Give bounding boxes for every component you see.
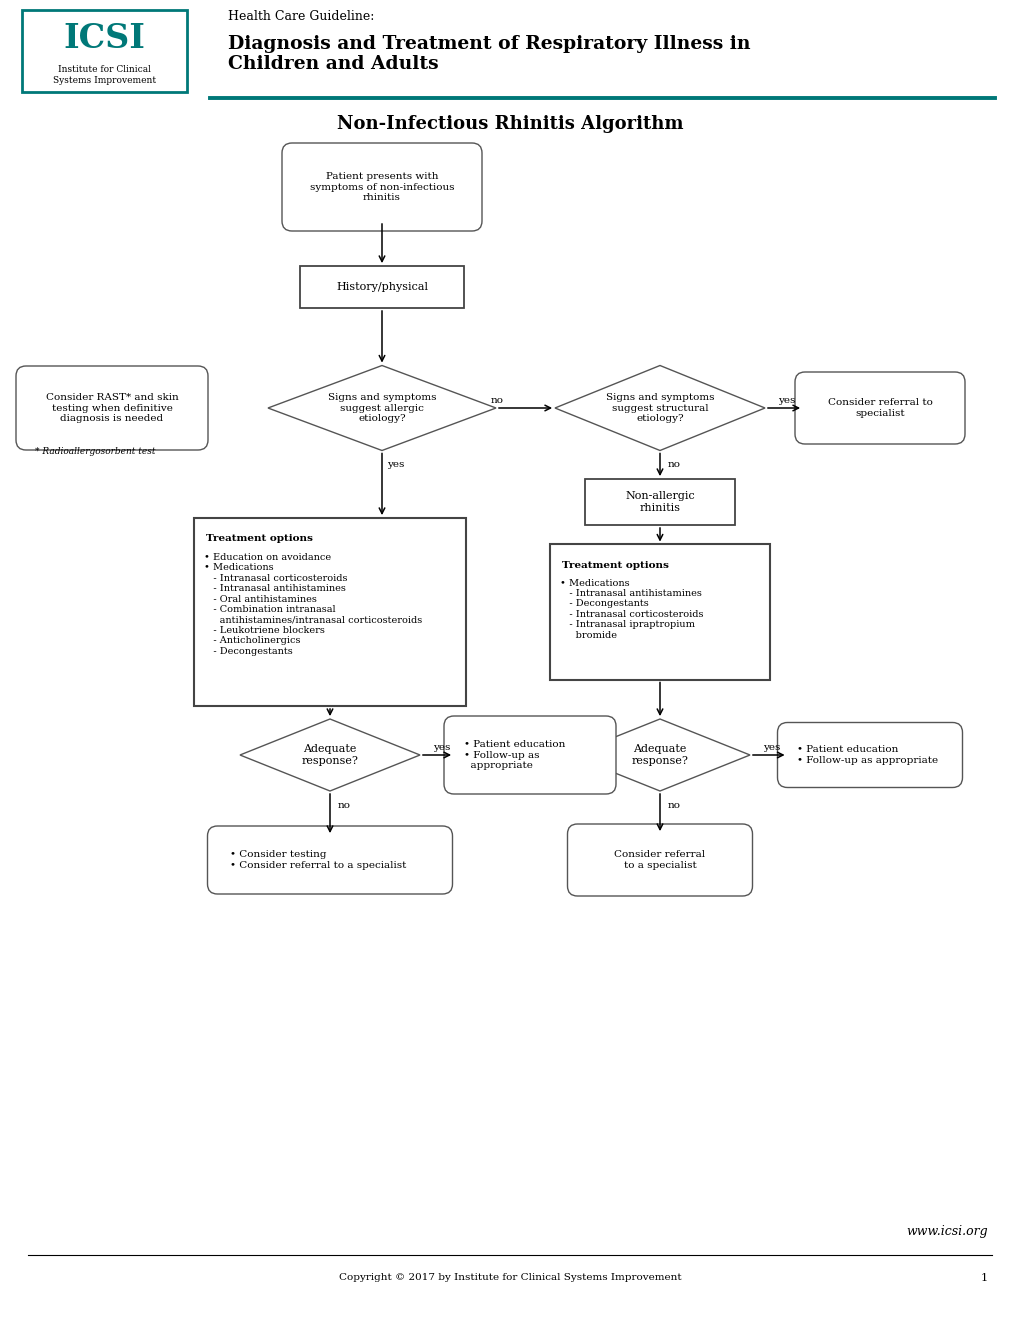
FancyBboxPatch shape <box>281 143 482 231</box>
Text: Treatment options: Treatment options <box>206 535 313 543</box>
FancyBboxPatch shape <box>567 824 752 896</box>
Text: yes: yes <box>762 742 780 751</box>
Text: Consider referral to
specialist: Consider referral to specialist <box>826 399 931 417</box>
Text: • Patient education
• Follow-up as appropriate: • Patient education • Follow-up as appro… <box>797 746 937 764</box>
Text: yes: yes <box>433 742 450 751</box>
Polygon shape <box>239 719 420 791</box>
Text: • Medications
   - Intranasal antihistamines
   - Decongestants
   - Intranasal : • Medications - Intranasal antihistamine… <box>559 578 703 639</box>
Text: no: no <box>337 800 351 809</box>
Text: Consider referral
to a specialist: Consider referral to a specialist <box>613 850 705 870</box>
FancyBboxPatch shape <box>300 267 464 308</box>
Text: Signs and symptoms
suggest structural
etiology?: Signs and symptoms suggest structural et… <box>605 393 713 422</box>
FancyBboxPatch shape <box>194 517 466 706</box>
Text: Patient presents with
symptoms of non-infectious
rhinitis: Patient presents with symptoms of non-in… <box>310 172 453 202</box>
Text: History/physical: History/physical <box>335 282 428 292</box>
Text: • Education on avoidance
• Medications
   - Intranasal corticosteroids
   - Intr: • Education on avoidance • Medications -… <box>204 553 422 656</box>
Text: Institute for Clinical
Systems Improvement: Institute for Clinical Systems Improveme… <box>53 65 156 84</box>
Text: Health Care Guideline:: Health Care Guideline: <box>228 9 374 22</box>
Text: yes: yes <box>777 396 795 404</box>
FancyBboxPatch shape <box>16 366 208 450</box>
Text: yes: yes <box>387 459 405 469</box>
Text: no: no <box>666 459 680 469</box>
Polygon shape <box>570 719 749 791</box>
Text: Non-allergic
rhinitis: Non-allergic rhinitis <box>625 491 694 512</box>
Text: 1: 1 <box>980 1272 987 1283</box>
FancyBboxPatch shape <box>776 722 962 788</box>
Text: Treatment options: Treatment options <box>561 561 668 569</box>
FancyBboxPatch shape <box>22 11 186 92</box>
Text: Adequate
response?: Adequate response? <box>302 744 358 766</box>
Text: Non-Infectious Rhinitis Algorithm: Non-Infectious Rhinitis Algorithm <box>336 115 683 133</box>
Text: • Patient education
• Follow-up as
  appropriate: • Patient education • Follow-up as appro… <box>464 741 565 770</box>
FancyBboxPatch shape <box>207 826 452 894</box>
Text: Signs and symptoms
suggest allergic
etiology?: Signs and symptoms suggest allergic etio… <box>327 393 436 422</box>
FancyBboxPatch shape <box>443 715 615 795</box>
Text: ICSI: ICSI <box>63 21 146 54</box>
Text: Adequate
response?: Adequate response? <box>631 744 688 766</box>
Text: no: no <box>666 800 680 809</box>
Text: Copyright © 2017 by Institute for Clinical Systems Improvement: Copyright © 2017 by Institute for Clinic… <box>338 1274 681 1283</box>
FancyBboxPatch shape <box>585 479 735 525</box>
Text: www.icsi.org: www.icsi.org <box>906 1225 987 1238</box>
Text: * Radioallergosorbent test: * Radioallergosorbent test <box>35 447 155 457</box>
Text: Consider RAST* and skin
testing when definitive
diagnosis is needed: Consider RAST* and skin testing when def… <box>46 393 178 422</box>
Text: • Consider testing
• Consider referral to a specialist: • Consider testing • Consider referral t… <box>229 850 406 870</box>
FancyBboxPatch shape <box>549 544 769 680</box>
FancyBboxPatch shape <box>794 372 964 444</box>
Polygon shape <box>554 366 764 450</box>
Polygon shape <box>268 366 495 450</box>
Text: Diagnosis and Treatment of Respiratory Illness in
Children and Adults: Diagnosis and Treatment of Respiratory I… <box>228 34 750 74</box>
Text: no: no <box>490 396 503 404</box>
